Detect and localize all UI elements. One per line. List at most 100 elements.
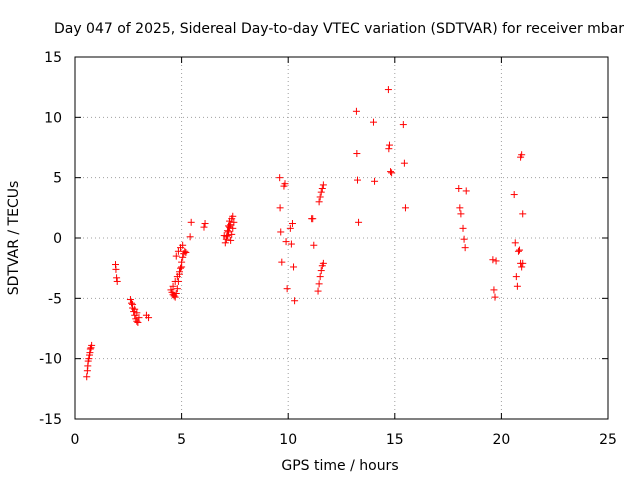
data-point bbox=[519, 259, 527, 267]
data-point bbox=[226, 223, 234, 231]
x-tick-label: 25 bbox=[599, 432, 617, 448]
data-point bbox=[178, 263, 186, 271]
data-point bbox=[278, 258, 286, 266]
data-point bbox=[455, 185, 463, 193]
data-point bbox=[174, 247, 182, 255]
data-point bbox=[85, 355, 93, 363]
data-point bbox=[318, 185, 326, 193]
data-point bbox=[355, 218, 363, 226]
data-point bbox=[387, 168, 395, 176]
y-axis-label: SDTVAR / TECUs bbox=[6, 181, 22, 296]
data-point bbox=[287, 240, 295, 248]
data-point bbox=[371, 177, 379, 185]
data-point bbox=[384, 86, 392, 94]
data-point bbox=[222, 235, 230, 243]
chart-title: Day 047 of 2025, Sidereal Day-to-day VTE… bbox=[54, 21, 624, 37]
data-point bbox=[133, 317, 141, 325]
data-points bbox=[83, 86, 527, 381]
data-point bbox=[281, 180, 289, 188]
x-tick-label: 20 bbox=[492, 432, 510, 448]
data-point bbox=[489, 256, 497, 264]
data-point bbox=[169, 282, 177, 290]
data-point bbox=[457, 210, 465, 218]
data-point bbox=[179, 253, 187, 261]
data-point bbox=[516, 246, 524, 254]
data-point bbox=[385, 145, 393, 153]
data-point bbox=[113, 277, 121, 285]
data-point bbox=[127, 299, 135, 307]
data-point bbox=[490, 286, 498, 294]
data-point bbox=[282, 238, 290, 246]
data-point bbox=[353, 176, 361, 184]
x-tick-label: 5 bbox=[177, 432, 186, 448]
x-tick-label: 15 bbox=[386, 432, 404, 448]
data-point bbox=[129, 300, 137, 308]
data-point bbox=[290, 263, 298, 271]
data-point bbox=[187, 218, 195, 226]
data-point bbox=[173, 273, 181, 281]
data-point bbox=[201, 220, 209, 228]
data-point bbox=[227, 236, 235, 244]
data-point bbox=[491, 293, 499, 301]
data-point bbox=[459, 224, 467, 232]
data-point bbox=[511, 239, 519, 247]
data-point bbox=[385, 141, 393, 149]
data-point bbox=[126, 296, 134, 304]
x-tick-label: 10 bbox=[279, 432, 297, 448]
data-point bbox=[310, 241, 318, 249]
data-point bbox=[319, 259, 327, 267]
data-point bbox=[400, 159, 408, 167]
y-tick-label: -15 bbox=[39, 412, 62, 428]
data-point bbox=[352, 107, 360, 115]
data-point bbox=[314, 287, 322, 295]
data-point bbox=[171, 293, 179, 301]
x-axis-label: GPS time / hours bbox=[281, 458, 398, 474]
data-point bbox=[179, 241, 187, 249]
y-tick-labels: -15 -10 -5 0 5 10 15 bbox=[39, 50, 62, 428]
data-point bbox=[276, 204, 284, 212]
data-point bbox=[512, 273, 520, 281]
data-point bbox=[518, 263, 526, 271]
data-point bbox=[200, 223, 208, 231]
data-point bbox=[291, 297, 299, 305]
data-point bbox=[172, 290, 180, 298]
data-point bbox=[113, 274, 121, 282]
data-point bbox=[353, 150, 361, 158]
data-point bbox=[513, 282, 521, 290]
data-point bbox=[86, 345, 94, 353]
data-point bbox=[133, 309, 141, 317]
data-point bbox=[510, 191, 518, 199]
data-point bbox=[135, 314, 143, 322]
data-point bbox=[277, 228, 285, 236]
data-point bbox=[316, 193, 324, 201]
tick-layer bbox=[74, 56, 609, 420]
data-point bbox=[401, 204, 409, 212]
data-point bbox=[461, 244, 469, 252]
data-point bbox=[518, 151, 526, 159]
data-point bbox=[182, 248, 190, 256]
data-point bbox=[145, 314, 153, 322]
data-point bbox=[276, 174, 284, 182]
y-tick-label: -10 bbox=[39, 352, 62, 368]
data-point bbox=[315, 280, 323, 288]
data-point bbox=[460, 235, 468, 243]
y-tick-label: 15 bbox=[44, 50, 62, 66]
data-point bbox=[309, 215, 317, 223]
data-point bbox=[315, 198, 323, 206]
data-point bbox=[286, 224, 294, 232]
data-point bbox=[181, 247, 189, 255]
data-point bbox=[462, 187, 470, 195]
data-point bbox=[228, 215, 236, 223]
data-point bbox=[173, 285, 181, 293]
data-point bbox=[225, 228, 233, 236]
data-point bbox=[316, 273, 324, 281]
data-point bbox=[456, 204, 464, 212]
data-point bbox=[172, 252, 180, 260]
data-point bbox=[492, 257, 500, 265]
data-point bbox=[223, 232, 231, 240]
data-point bbox=[399, 121, 407, 129]
data-point bbox=[171, 277, 179, 285]
data-point bbox=[319, 181, 327, 189]
grid-layer bbox=[75, 57, 608, 419]
